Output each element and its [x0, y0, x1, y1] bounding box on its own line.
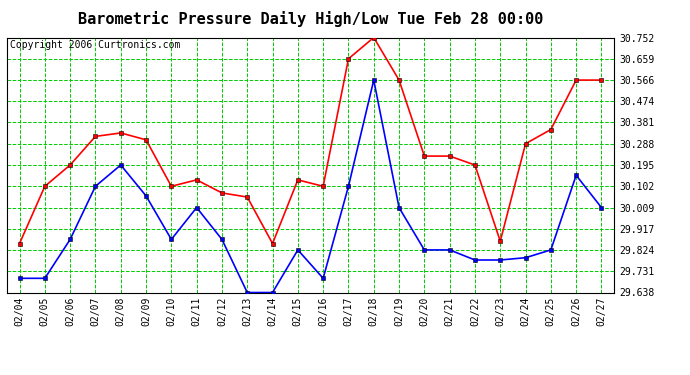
- Text: Copyright 2006 Curtronics.com: Copyright 2006 Curtronics.com: [10, 40, 180, 50]
- Text: Barometric Pressure Daily High/Low Tue Feb 28 00:00: Barometric Pressure Daily High/Low Tue F…: [78, 11, 543, 27]
